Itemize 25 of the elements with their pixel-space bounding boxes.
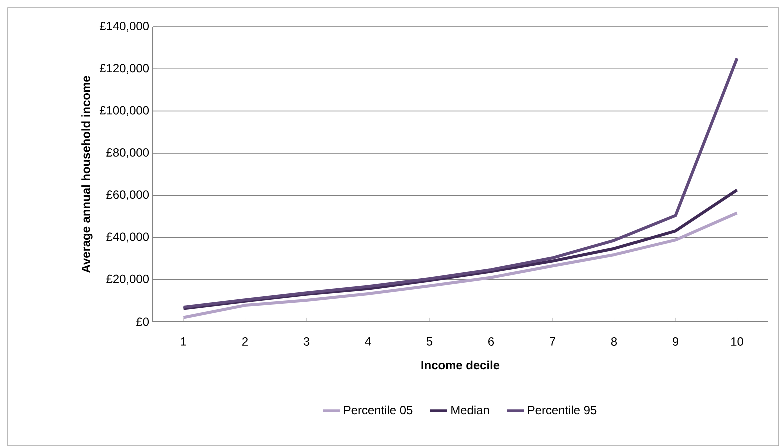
x-tick-label: 5 [426, 338, 433, 346]
legend-label: Percentile 95 [528, 406, 597, 415]
legend-label: Percentile 05 [344, 406, 413, 415]
x-tick-label: 10 [732, 338, 744, 346]
x-tick-label: 9 [673, 338, 679, 346]
x-tick-label: 4 [365, 338, 372, 346]
y-tick-label: £60,000 [106, 190, 150, 200]
x-tick-label: 2 [242, 338, 248, 346]
x-tick-label: 7 [550, 338, 556, 346]
legend-label: Median [452, 406, 490, 415]
y-tick-label: £40,000 [106, 232, 150, 243]
y-tick-label: £100,000 [100, 106, 150, 116]
y-tick-label: £0 [136, 318, 150, 326]
y-tick-label: £80,000 [106, 148, 150, 158]
line-series [182, 212, 739, 320]
x-tick-label: 6 [488, 338, 494, 346]
x-tick-label: 3 [304, 338, 310, 346]
y-tick-label: £20,000 [106, 274, 150, 285]
y-axis-title: Average annual household income [82, 76, 93, 273]
line-series [182, 57, 739, 309]
y-tick-label: £120,000 [100, 64, 150, 74]
x-tick-label: 1 [181, 338, 186, 346]
x-axis-title: Income decile [422, 360, 500, 370]
y-tick-label: £140,000 [100, 22, 150, 32]
x-tick-label: 8 [611, 338, 618, 346]
